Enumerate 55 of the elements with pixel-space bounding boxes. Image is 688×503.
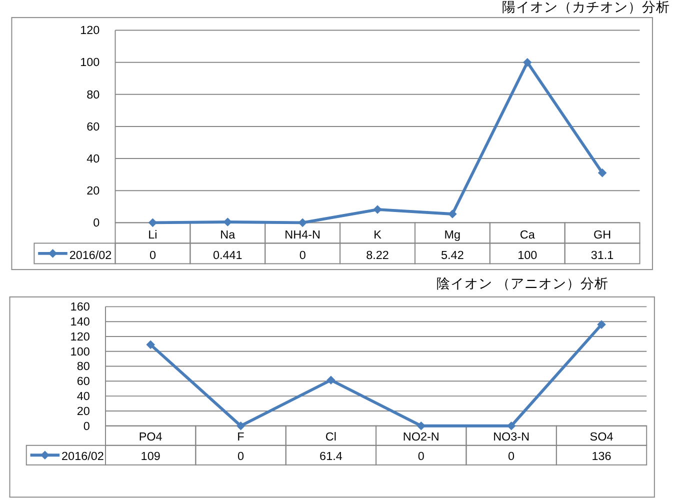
data-label: 100 xyxy=(518,248,538,262)
y-tick-label: 0 xyxy=(93,216,100,230)
data-label: 0 xyxy=(149,248,156,262)
y-tick-label: 40 xyxy=(86,152,100,166)
y-tick-label: 100 xyxy=(70,345,90,358)
y-tick-label: 20 xyxy=(76,404,90,418)
legend-label: 2016/02 xyxy=(69,248,112,262)
legend-label: 2016/02 xyxy=(62,450,104,464)
y-tick-label: 140 xyxy=(70,315,90,328)
x-tick-label: Ca xyxy=(520,228,536,242)
point xyxy=(522,58,532,67)
data-label: 0 xyxy=(508,450,516,464)
point xyxy=(236,421,246,430)
x-tick-label: Mg xyxy=(444,228,461,242)
point xyxy=(448,210,457,218)
x-tick-label: NO2-N xyxy=(402,430,440,444)
x-tick-label: Na xyxy=(220,228,236,242)
point xyxy=(146,340,155,350)
x-tick-label: GH xyxy=(594,228,612,242)
data-label: 109 xyxy=(140,450,160,464)
point xyxy=(598,168,607,178)
y-tick-label: 80 xyxy=(76,360,90,374)
y-tick-label: 160 xyxy=(70,300,90,314)
data-label: 0 xyxy=(238,450,244,464)
x-tick-label: Li xyxy=(148,228,158,242)
y-tick-label: 120 xyxy=(70,330,90,344)
data-label: 0.441 xyxy=(212,248,242,262)
data-label: 5.42 xyxy=(441,248,464,262)
y-tick-label: 100 xyxy=(80,56,100,70)
data-label: 8.22 xyxy=(366,248,389,262)
y-tick-label: 20 xyxy=(86,184,100,198)
point xyxy=(373,205,382,214)
data-label: 61.4 xyxy=(320,450,343,464)
y-tick-label: 60 xyxy=(76,375,90,388)
x-tick-label: SO4 xyxy=(590,430,614,444)
y-tick-label: 80 xyxy=(86,88,100,102)
chart-title: 陰イオン （アニオン）分析 xyxy=(436,276,609,292)
point xyxy=(326,376,336,385)
x-tick-label: Cl xyxy=(325,430,336,444)
chart-title: 陽イオン（カチオン）分析 xyxy=(502,0,670,16)
y-tick-label: 120 xyxy=(80,24,100,38)
data-label: 31.1 xyxy=(590,248,614,262)
y-tick-label: 40 xyxy=(76,390,90,403)
x-tick-label: F xyxy=(237,430,244,444)
data-label: 136 xyxy=(592,450,612,464)
data-label: 0 xyxy=(299,248,306,262)
x-tick-label: PO4 xyxy=(138,430,163,444)
y-tick-label: 60 xyxy=(86,120,100,134)
point xyxy=(597,320,606,329)
x-tick-label: NO3-N xyxy=(493,430,530,444)
y-tick-label: 0 xyxy=(83,420,90,433)
point xyxy=(298,218,307,228)
x-tick-label: NH4-N xyxy=(284,228,320,242)
x-tick-label: K xyxy=(374,228,382,242)
data-label: 0 xyxy=(418,450,425,464)
